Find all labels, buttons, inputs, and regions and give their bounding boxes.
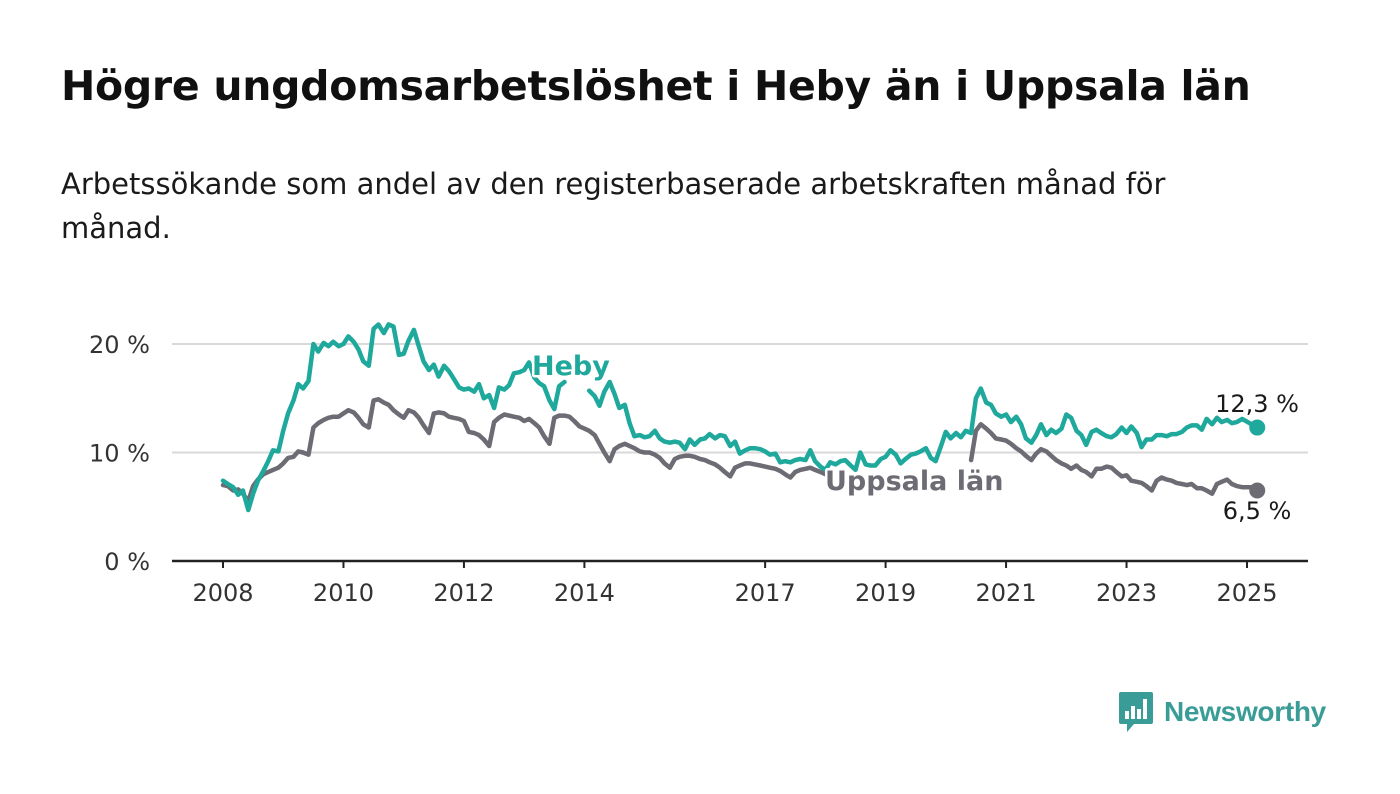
y-axis-ticks: 0 % 10 % 20 % [89, 331, 150, 576]
chart-title: Högre ungdomsarbetslöshet i Heby än i Up… [61, 62, 1251, 110]
x-tick-label: 2025 [1216, 579, 1277, 607]
x-tick-label: 2019 [855, 579, 916, 607]
newsworthy-logo: Newsworthy [1118, 690, 1326, 734]
series-end-point [1249, 419, 1266, 436]
newsworthy-logo-icon [1119, 692, 1153, 732]
series-end-point [1249, 482, 1266, 499]
series-name-heby: Heby [532, 351, 610, 382]
series-labels: Heby Uppsala län 12,3 % 6,5 % [530, 349, 1302, 528]
y-tick-label: 0 % [104, 548, 150, 576]
chart-subtitle: Arbetssökande som andel av den registerb… [61, 167, 1166, 245]
brand-name: Newsworthy [1164, 696, 1326, 727]
x-tick-label: 2012 [433, 579, 494, 607]
x-tick-label: 2008 [192, 579, 253, 607]
x-tick-label: 2021 [976, 579, 1037, 607]
series-line-heby [220, 322, 1260, 513]
x-axis-ticks: 2008 2010 2012 2014 2017 2019 2021 2023 2025 [192, 561, 1278, 607]
x-tick-label: 2010 [313, 579, 374, 607]
series-lines [220, 322, 1266, 513]
series-line-uppsala-lan [220, 397, 1260, 504]
series-name-uppsala-lan: Uppsala län [825, 466, 1003, 497]
x-tick-label: 2014 [554, 579, 615, 607]
y-tick-label: 10 % [89, 440, 150, 468]
x-tick-label: 2017 [735, 579, 796, 607]
end-value-uppsala-lan: 6,5 % [1223, 497, 1292, 525]
end-value-heby: 12,3 % [1215, 390, 1299, 418]
y-tick-label: 20 % [89, 331, 150, 359]
x-tick-label: 2023 [1096, 579, 1157, 607]
